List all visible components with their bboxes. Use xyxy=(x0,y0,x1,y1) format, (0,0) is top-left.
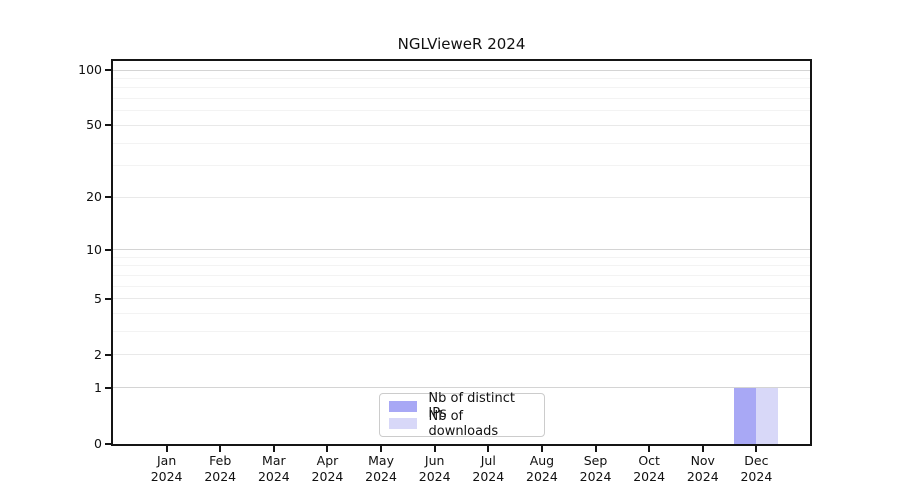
legend-swatch-downloads xyxy=(389,418,418,430)
y-gridline-10 xyxy=(113,249,810,251)
x-tick-mar-2024 xyxy=(272,446,275,452)
x-tick-label-may-2024: May 2024 xyxy=(365,453,397,484)
x-tick-oct-2024 xyxy=(648,446,651,452)
x-tick-sep-2024 xyxy=(594,446,597,452)
y-tick-label-5: 5 xyxy=(94,290,102,306)
chart-title: NGLVieweR 2024 xyxy=(397,35,526,53)
y-gridline-2 xyxy=(113,354,810,356)
legend-label-downloads: Nb of downloads xyxy=(428,408,499,439)
plot-area xyxy=(111,59,812,446)
y-gridline-20 xyxy=(113,196,810,198)
y-gridline-1 xyxy=(113,387,810,389)
y-gridline-3 xyxy=(113,331,810,333)
legend-item-downloads: Nb of downloads xyxy=(389,409,535,439)
x-tick-label-oct-2024: Oct 2024 xyxy=(633,453,666,484)
legend-item-distinct-ips: Nb of distinct IPs xyxy=(389,391,535,421)
x-tick-jun-2024 xyxy=(433,446,436,452)
x-tick-label-jul-2024: Jul 2024 xyxy=(472,453,505,484)
x-tick-label-jan-2024: Jan 2024 xyxy=(150,453,183,484)
x-tick-dec-2024 xyxy=(755,446,758,452)
x-tick-label-nov-2024: Nov 2024 xyxy=(686,453,719,484)
y-gridline-7 xyxy=(113,274,810,276)
x-tick-label-mar-2024: Mar 2024 xyxy=(257,453,290,484)
x-tick-feb-2024 xyxy=(219,446,222,452)
y-gridline-4 xyxy=(113,313,810,315)
legend: Nb of distinct IPs Nb of downloads xyxy=(379,391,545,439)
y-gridline-6 xyxy=(113,285,810,287)
x-tick-label-feb-2024: Feb 2024 xyxy=(204,453,237,484)
y-gridline-5 xyxy=(113,298,810,300)
x-tick-label-aug-2024: Aug 2024 xyxy=(526,453,558,484)
x-tick-label-jun-2024: Jun 2024 xyxy=(418,453,451,484)
x-tick-aug-2024 xyxy=(540,446,543,452)
bars-layer xyxy=(113,61,810,444)
legend-swatch-distinct-ips xyxy=(389,400,418,412)
y-gridline-9 xyxy=(113,256,810,258)
y-tick-label-1: 1 xyxy=(94,379,102,395)
y-gridline-80 xyxy=(113,87,810,89)
y-gridline-50 xyxy=(113,124,810,126)
x-tick-label-dec-2024: Dec 2024 xyxy=(740,453,773,484)
y-tick-label-10: 10 xyxy=(86,241,102,257)
y-tick-label-0: 0 xyxy=(94,436,102,451)
y-tick-label-100: 100 xyxy=(78,62,102,77)
x-tick-jul-2024 xyxy=(487,446,490,452)
y-gridline-60 xyxy=(113,110,810,112)
y-gridline-30 xyxy=(113,165,810,167)
y-gridline-8 xyxy=(113,265,810,267)
bar-downloads-dec-2024 xyxy=(756,387,779,444)
y-tick-label-50: 50 xyxy=(86,117,102,133)
grid-layer xyxy=(113,61,810,444)
x-tick-jan-2024 xyxy=(165,446,168,452)
y-gridline-70 xyxy=(113,98,810,100)
x-tick-label-apr-2024: Apr 2024 xyxy=(311,453,344,484)
y-gridline-90 xyxy=(113,77,810,79)
bar-distinct-ips-dec-2024 xyxy=(734,387,757,444)
legend-label-distinct-ips: Nb of distinct IPs xyxy=(428,391,515,422)
x-tick-may-2024 xyxy=(380,446,383,452)
y-gridline-100 xyxy=(113,69,810,71)
y-tick-label-20: 20 xyxy=(86,189,102,205)
y-gridline-40 xyxy=(113,142,810,144)
x-tick-nov-2024 xyxy=(701,446,704,452)
x-tick-label-sep-2024: Sep 2024 xyxy=(579,453,612,484)
y-tick-label-2: 2 xyxy=(94,346,102,362)
x-tick-apr-2024 xyxy=(326,446,329,452)
